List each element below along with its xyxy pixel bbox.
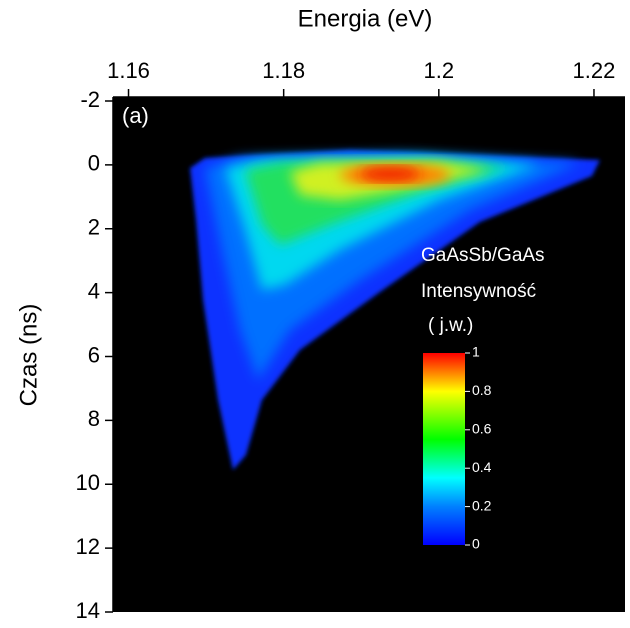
y-tick-label: 0 xyxy=(88,151,100,176)
y-tick-label: -2 xyxy=(80,87,100,112)
colorbar-tick-label: 0.8 xyxy=(472,382,492,398)
colorbar-title: GaAsSb/GaAs xyxy=(421,245,545,266)
x-axis-title: Energia (eV) xyxy=(298,5,433,32)
y-axis-title: Czas (ns) xyxy=(15,304,42,407)
colorbar-title: ( j.w.) xyxy=(428,315,473,336)
colorbar-tick-label: 0 xyxy=(472,536,480,552)
x-tick-label: 1.16 xyxy=(107,58,150,83)
colorbar-tick-label: 0.4 xyxy=(472,459,492,475)
intensity-map xyxy=(190,150,600,470)
annotation: (a) xyxy=(122,103,149,128)
y-tick-label: 6 xyxy=(88,342,100,367)
colorbar-title: Intensywność xyxy=(421,281,536,302)
y-tick-label: 2 xyxy=(88,215,100,240)
y-tick-label: 14 xyxy=(76,598,100,623)
x-tick-label: 1.2 xyxy=(424,58,455,83)
y-tick-label: 10 xyxy=(76,470,100,495)
x-tick-label: 1.22 xyxy=(573,58,616,83)
y-tick-label: 4 xyxy=(88,278,100,303)
colorbar-tick-label: 0.2 xyxy=(472,497,492,513)
colorbar-tick-label: 0.6 xyxy=(472,421,492,437)
x-tick-label: 1.18 xyxy=(262,58,305,83)
colorbar-tick-label: 1 xyxy=(472,344,480,360)
y-tick-label: 8 xyxy=(88,406,100,431)
y-tick-label: 12 xyxy=(76,534,100,559)
colorbar xyxy=(423,353,465,545)
